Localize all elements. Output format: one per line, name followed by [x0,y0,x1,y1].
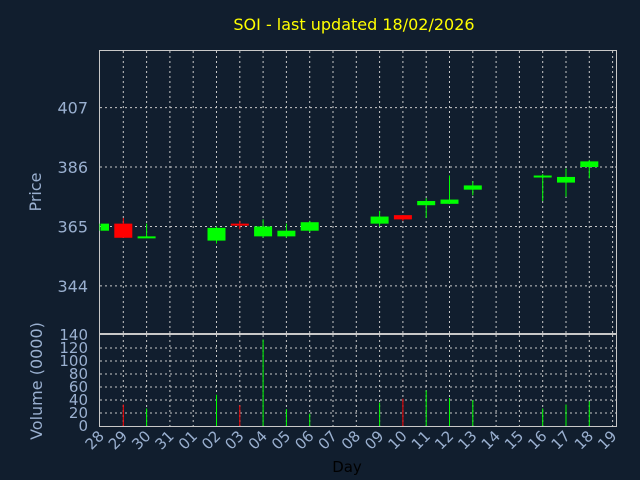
x-tick-label: 19 [594,427,620,453]
volume-tick-label: 60 [69,378,88,396]
candle-body [254,226,273,237]
candle-body [580,161,599,168]
volume-tick-label: 120 [59,339,88,357]
volume-tick-label: 100 [59,352,88,370]
candle-body [300,222,319,231]
candle-body [393,215,412,220]
candle-body [463,185,482,190]
price-frame [99,50,617,334]
candle-body [114,223,133,238]
volume-tick-label: 80 [69,365,88,383]
candle-body [370,216,389,224]
volume-tick-label: 20 [69,404,88,422]
candle-body [277,230,296,237]
candle-body [440,199,459,204]
candle-body [137,236,156,239]
candle-body [557,176,575,183]
volume-tick-label: 40 [69,391,88,409]
candle-body [207,227,226,241]
price-tick-label: 344 [57,277,88,296]
price-axis-label: Price [26,172,45,211]
volume-axis-label: Volume (0000) [27,322,46,440]
chart-title: SOI - last updated 18/02/2026 [233,15,474,34]
price-tick-label: 407 [57,99,88,118]
price-panel: 344 365 386 407 Price [26,50,617,334]
candle-body [101,223,109,231]
volume-tick-label: 0 [78,417,88,435]
volume-tick-label: 140 [59,326,88,344]
candle-body [230,223,249,226]
candle-body [533,175,552,178]
price-tick-label: 386 [57,158,88,177]
volume-frame [99,334,617,427]
candle-body [417,200,436,206]
x-axis-label: Day [332,458,362,476]
price-tick-label: 365 [57,217,88,236]
